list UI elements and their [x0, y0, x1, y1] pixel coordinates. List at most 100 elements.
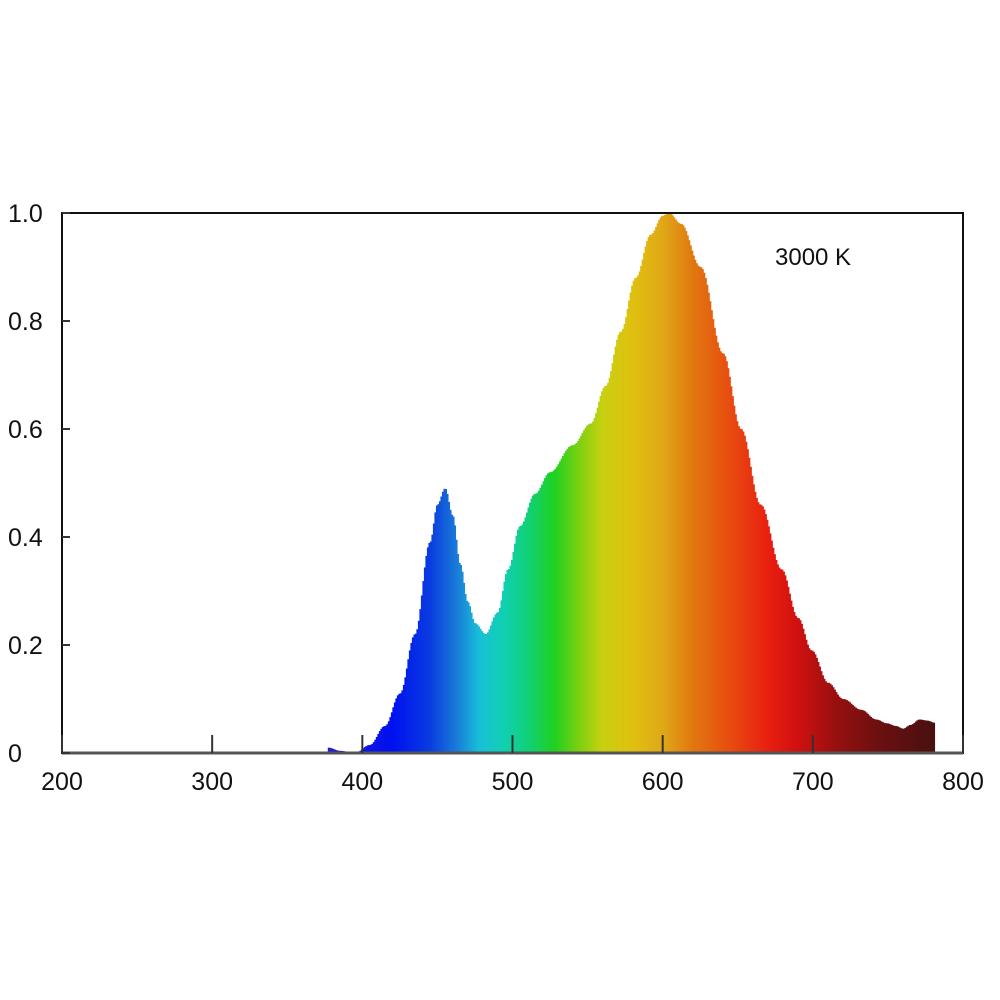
spectrum-strip [841, 698, 844, 753]
spectrum-strip [908, 725, 912, 753]
spectrum-strip [869, 716, 872, 753]
spectrum-strip [692, 255, 695, 753]
spectrum-strip [501, 591, 505, 753]
spectrum-strip [473, 622, 476, 753]
y-tick-label: 0.8 [8, 308, 43, 336]
spectrum-strip [802, 628, 805, 753]
spectrum-strip [767, 526, 770, 753]
spectrum-strip [635, 277, 638, 753]
x-tick-label: 600 [642, 768, 684, 796]
spectrum-strip [387, 721, 390, 753]
spectrum-strip [489, 625, 493, 753]
spectrum-strip [441, 491, 445, 753]
spectrum-strip [619, 332, 622, 753]
spectrum-strip [904, 727, 907, 753]
spectrum-strip [515, 535, 518, 753]
spectrum-strip [881, 722, 885, 753]
spectrum-strip [486, 632, 490, 753]
spectrum-strip [584, 427, 587, 753]
spectrum-strip [691, 250, 694, 753]
spectrum-strip [715, 335, 718, 753]
spectrum-strip [638, 271, 641, 753]
spectrum-strip [685, 231, 688, 754]
spectrum-strip [931, 722, 934, 753]
spectrum-strip [578, 438, 581, 753]
spectrum-strip [548, 472, 551, 753]
spectrum-strip [893, 725, 897, 753]
spectrum-strip [417, 620, 420, 753]
x-tick-label: 500 [492, 768, 534, 796]
spectrum-strip [596, 407, 599, 753]
spectrum-strip [898, 727, 901, 753]
spectrum-strip [488, 629, 491, 753]
spectrum-strip [773, 554, 776, 753]
spectrum-strip [679, 223, 682, 754]
spectrum-strip [866, 713, 869, 753]
spectrum-strip [859, 709, 862, 753]
spectrum-strip [755, 497, 758, 753]
spectrum-strip [500, 600, 503, 753]
spectrum-strip [438, 501, 442, 753]
spectrum-strip [817, 662, 820, 753]
spectrum-strip [440, 496, 443, 753]
spectrum-strip [823, 678, 826, 753]
spectrum-strip [932, 722, 936, 753]
spectrum-strip [701, 269, 704, 753]
spectrum-strip [868, 715, 871, 753]
spectrum-strip [626, 309, 629, 753]
spectrum-strip [571, 445, 574, 753]
spectrum-strip [524, 517, 527, 753]
spectrum-strip [389, 717, 392, 753]
spectrum-strip [611, 363, 614, 753]
spectrum-strip [383, 726, 386, 753]
annotation-cct: 3000 K [775, 244, 851, 271]
spectrum-strip [794, 615, 797, 753]
spectrum-strip [628, 300, 631, 753]
spectrum-strip [928, 721, 931, 753]
spectrum-strip [517, 529, 520, 753]
spectrum-strip [688, 240, 691, 754]
spectrum-strip [803, 634, 806, 753]
spectrum-strip [683, 227, 686, 754]
spectrum-strip [395, 698, 398, 753]
spectrum-strip [419, 609, 422, 753]
spectrum-strip [474, 623, 478, 753]
spectrum-strip [772, 547, 775, 753]
spectrum-strip [719, 351, 722, 753]
spectrum-fill [327, 213, 936, 754]
spectrum-strip [880, 721, 883, 753]
spectrum-strip [830, 685, 833, 753]
spectrum-strip [563, 453, 566, 753]
spectrum-strip [443, 488, 446, 753]
spectrum-strip [925, 720, 928, 753]
spectrum-strip [644, 246, 647, 753]
spectrum-strip [902, 728, 906, 753]
spectrum-strip [410, 642, 413, 753]
spectrum-strip [854, 707, 857, 753]
spectrum-strip [896, 726, 900, 753]
spectrum-strip [455, 539, 458, 753]
spectrum-strip [812, 651, 815, 753]
spectrum-strip [785, 580, 788, 753]
spectrum-strip [901, 728, 904, 753]
spectrum-strip [676, 221, 679, 753]
spectrum-strip [671, 215, 674, 754]
y-tick-label: 0.2 [8, 632, 43, 660]
spectrum-strip [821, 675, 824, 753]
spectrum-strip [565, 450, 568, 753]
spectrum-strip [617, 334, 620, 753]
spectrum-strip [731, 396, 734, 753]
spectrum-strip [800, 623, 803, 753]
spectrum-strip [740, 429, 743, 753]
spectrum-strip [751, 475, 754, 753]
spectrum-strip [712, 319, 715, 753]
spectrum-strip [763, 509, 766, 753]
spectrum-strip [435, 505, 439, 753]
spectrum-strip [404, 677, 407, 753]
spectrum-strip [365, 746, 368, 753]
spectrum-strip [586, 425, 589, 753]
spectrum-strip [482, 633, 485, 753]
spectrum-strip [911, 724, 915, 753]
spectrum-strip [872, 718, 876, 753]
spectrum-strip [910, 724, 913, 753]
